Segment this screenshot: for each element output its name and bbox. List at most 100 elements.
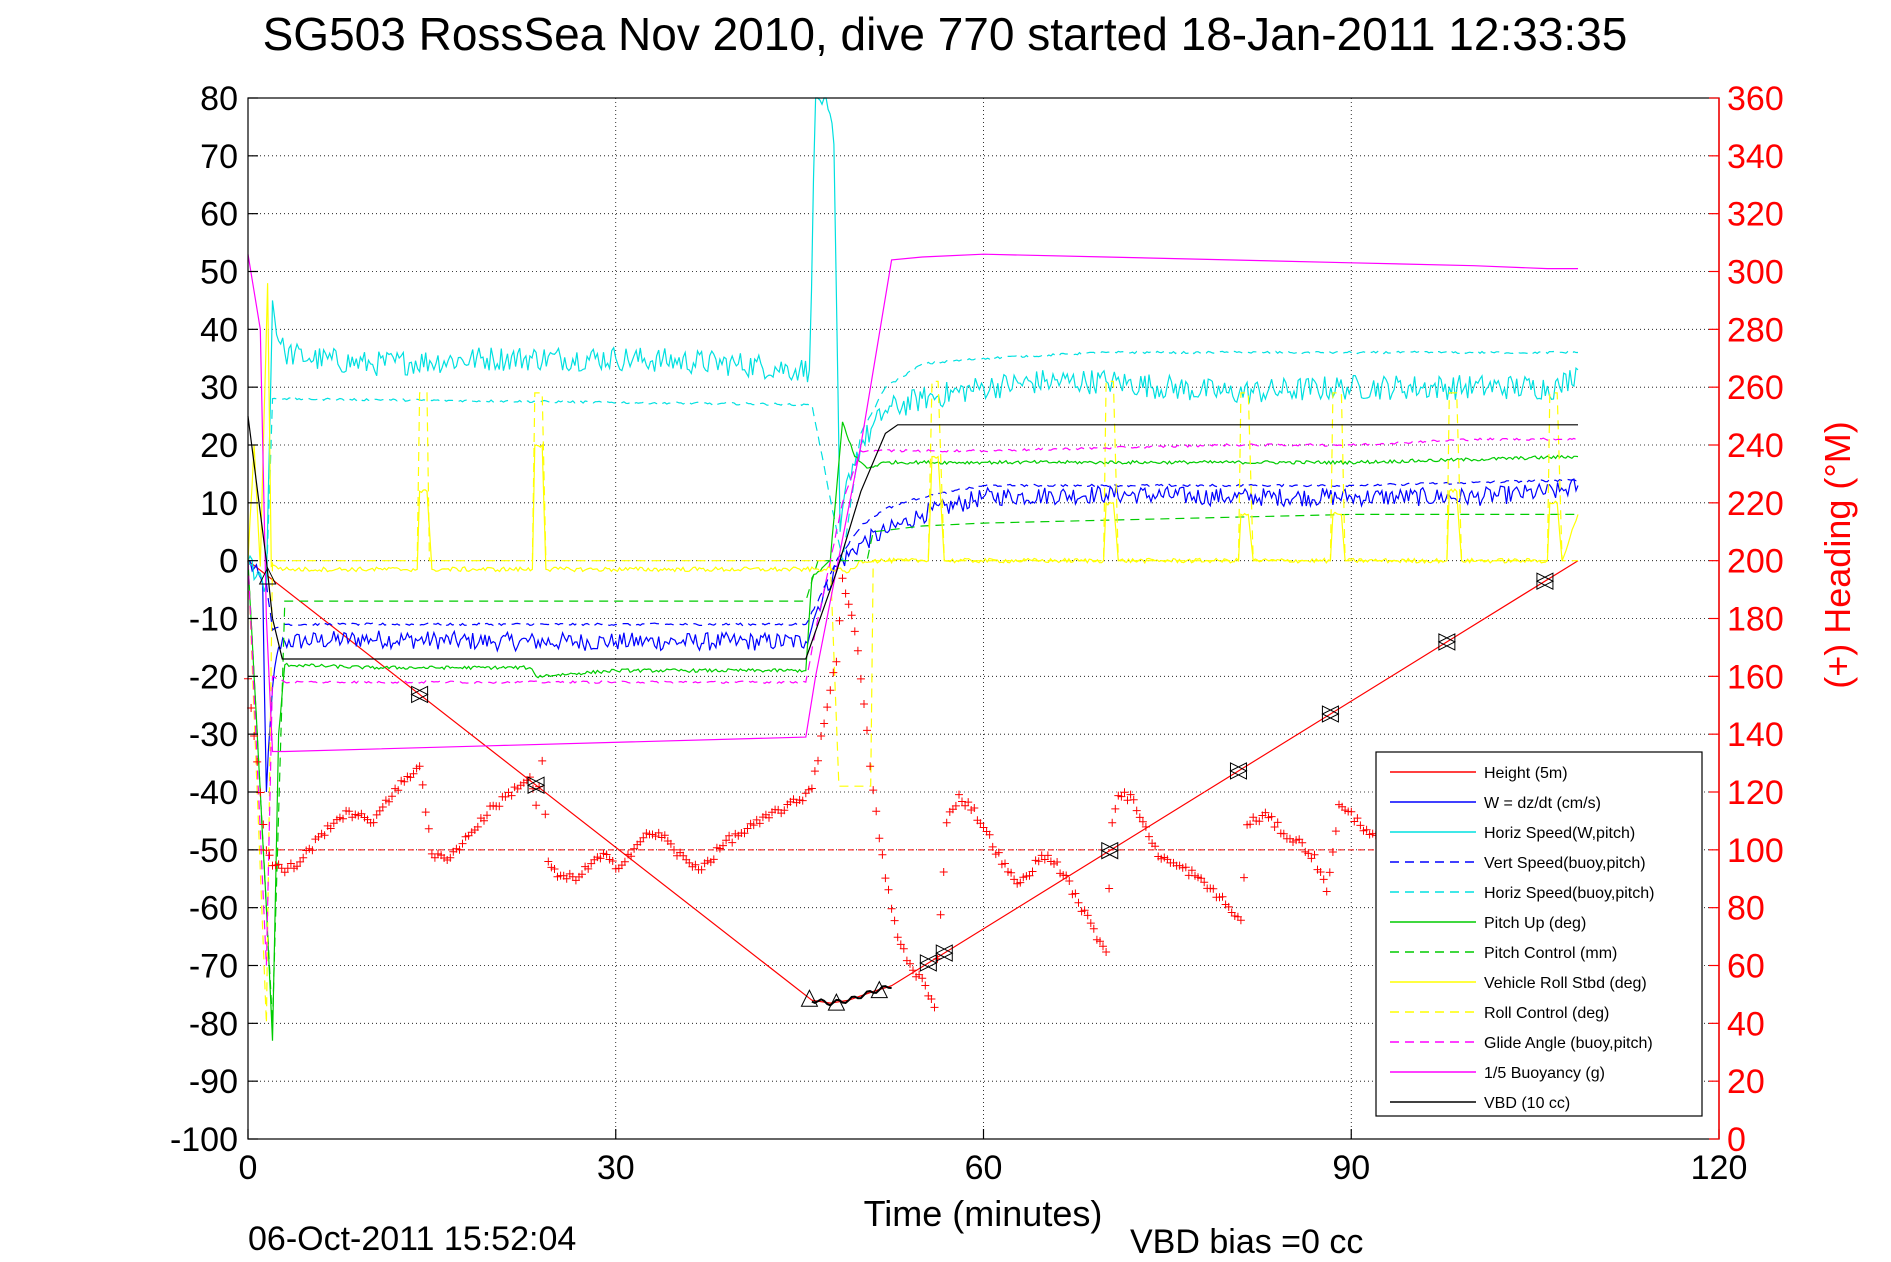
y-right-tick-label: 20: [1727, 1063, 1765, 1101]
series-w-dz-dt-cm-s-: [247, 478, 1579, 793]
glider-marker: [526, 776, 546, 795]
y-right-tick-label: 120: [1727, 774, 1784, 812]
y-left-tick-label: 60: [200, 196, 238, 234]
chart-title: SG503 RossSea Nov 2010, dive 770 started…: [263, 8, 1628, 60]
y-left-tick-label: -60: [189, 890, 238, 928]
y-right-tick-label: 240: [1727, 427, 1784, 465]
y-left-tick-label: 30: [200, 369, 238, 407]
x-tick-label: 120: [1691, 1149, 1748, 1187]
y-left-tick-label: 20: [200, 427, 238, 465]
x-tick-label: 90: [1332, 1149, 1370, 1187]
legend-entry: Pitch Control (mm): [1484, 945, 1617, 962]
vbd-bias-footer: VBD bias =0 cc: [1130, 1223, 1363, 1261]
series-line: [247, 478, 1579, 632]
y-right-tick-label: 340: [1727, 138, 1784, 176]
series-pitch-up-deg-: [247, 421, 1579, 1041]
glider-marker: [258, 566, 277, 585]
y-left-tick-label: -70: [189, 948, 238, 986]
grid: [248, 98, 1719, 1139]
y-left-tick-label: 40: [200, 311, 238, 349]
glider-marker: [410, 685, 429, 704]
y-right-tick-label: 40: [1727, 1005, 1765, 1043]
y-left-tick-label: -30: [189, 716, 238, 754]
glider-marker: [1535, 572, 1555, 590]
series-roll-control-deg-: [247, 380, 1578, 1024]
legend: Height (5m) W = dz/dt (cm/s) Horiz Speed(W…: [1375, 751, 1703, 1117]
legend-entry: Pitch Up (deg): [1484, 915, 1586, 932]
legend-entry: W = dz/dt (cm/s): [1484, 795, 1601, 812]
y-right-tick-label: 100: [1727, 832, 1784, 870]
bottom-segment: [811, 985, 892, 1007]
series-horiz-speed-w-pitch-: [247, 97, 1579, 592]
y-right-tick-label: 140: [1727, 716, 1784, 754]
y-left-tick-label: -100: [170, 1121, 238, 1159]
y-left-tick-label: -50: [189, 832, 238, 870]
y-right-tick-label: 80: [1727, 890, 1765, 928]
series-line: [247, 283, 1579, 574]
timestamp-footer: 06-Oct-2011 15:52:04: [248, 1220, 576, 1258]
series-line: [247, 513, 1578, 1024]
legend-entry: VBD (10 cc): [1484, 1095, 1570, 1112]
series-pitch-control-mm-: [247, 513, 1578, 1024]
series-line: [247, 416, 1578, 660]
y-right-tick-label: 160: [1727, 658, 1784, 696]
y-right-tick-label: 360: [1727, 80, 1784, 118]
y-right-tick-label: 220: [1727, 485, 1784, 523]
series-line: [247, 97, 1579, 592]
series-glide-angle-buoy-pitch-: [247, 437, 1579, 966]
glider-marker: [1100, 841, 1119, 860]
series-line: [247, 253, 1578, 753]
series-vbd-10-cc-: [247, 416, 1578, 660]
y-left-tick-label: 0: [219, 543, 238, 581]
legend-entry: Glide Angle (buoy,pitch): [1484, 1035, 1653, 1052]
y-right-tick-label: 60: [1727, 948, 1765, 986]
y-left-tick-label: 10: [200, 485, 238, 523]
series-vehicle-roll-stbd-deg-: [247, 283, 1579, 574]
y-left-tick-label: -20: [189, 658, 238, 696]
series-vert-speed-buoy-pitch-: [247, 478, 1579, 632]
y-left-tick-label: -80: [189, 1005, 238, 1043]
glider-marker: [1437, 633, 1456, 651]
glider-marker: [919, 954, 938, 972]
x-tick-label: 60: [965, 1149, 1003, 1187]
legend-entry: Horiz Speed(buoy,pitch): [1484, 885, 1654, 902]
series-line: [247, 437, 1579, 966]
series-line: [247, 380, 1578, 1024]
y-right-tick-label: 280: [1727, 311, 1784, 349]
right-axis-label: (+) Heading (°M): [1817, 421, 1858, 688]
x-tick-label: 30: [597, 1149, 635, 1187]
legend-entry: Height (5m): [1484, 765, 1568, 782]
y-right-tick-label: 320: [1727, 196, 1784, 234]
y-right-tick-label: 300: [1727, 254, 1784, 292]
glider-marker: [1229, 762, 1248, 780]
axes: 0 30 60 90 12080706050403020100-10-20-30-40-…: [170, 80, 1784, 1187]
y-left-tick-label: -40: [189, 774, 238, 812]
x-tick-label: 0: [239, 1149, 258, 1187]
y-right-tick-label: 0: [1727, 1121, 1746, 1159]
y-left-tick-label: 50: [200, 254, 238, 292]
legend-box: [1375, 751, 1703, 1117]
glider-marker: [1321, 705, 1340, 723]
legend-entry: 1/5 Buoyancy (g): [1484, 1065, 1605, 1082]
legend-entry: Vehicle Roll Stbd (deg): [1484, 975, 1647, 992]
x-axis-label: Time (minutes): [864, 1193, 1103, 1234]
y-left-tick-label: -10: [189, 601, 238, 639]
series-line: [247, 421, 1579, 1041]
glider-marker: [870, 980, 889, 999]
y-right-tick-label: 260: [1727, 369, 1784, 407]
y-left-tick-label: 80: [200, 80, 238, 118]
y-left-tick-label: 70: [200, 138, 238, 176]
glider-markers: [258, 566, 1555, 1011]
y-left-tick-label: -90: [189, 1063, 238, 1101]
legend-entry: Horiz Speed(W,pitch): [1484, 825, 1635, 842]
plot-area: [244, 97, 1720, 1140]
legend-entry: Roll Control (deg): [1484, 1005, 1609, 1022]
series-1-5-buoyancy-g-: [247, 253, 1578, 753]
glider-marker: [800, 989, 819, 1007]
glider-marker: [935, 944, 954, 962]
legend-entry: Vert Speed(buoy,pitch): [1484, 855, 1646, 872]
y-right-tick-label: 180: [1727, 601, 1784, 639]
series-line: [247, 478, 1579, 793]
y-right-tick-label: 200: [1727, 543, 1784, 581]
